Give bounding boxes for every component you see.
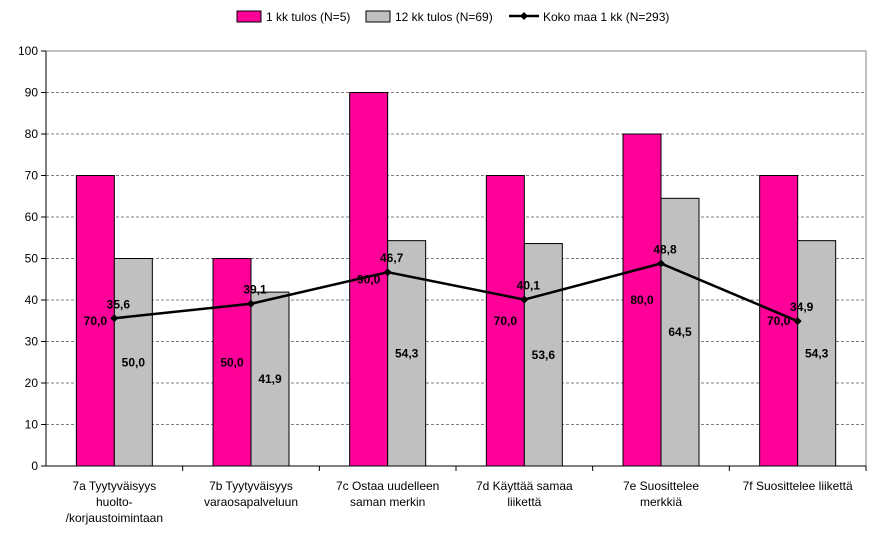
line-point [383, 268, 392, 277]
line-point [793, 317, 802, 326]
data-label-12kk: 54,3 [395, 346, 419, 360]
y-tick-label: 0 [31, 459, 38, 473]
bar-1kk [759, 175, 799, 467]
legend-label-national: Koko maa 1 kk (N=293) [543, 10, 669, 24]
data-label-12kk: 50,0 [122, 355, 146, 369]
data-label-1kk: 80,0 [630, 293, 654, 307]
category-label: 7c Ostaa uudelleen saman merkin [336, 479, 439, 509]
category-label-line: 7a Tyytyväisyys [72, 479, 156, 493]
national-line-path [114, 262, 799, 323]
data-label-national: 35,6 [107, 297, 131, 311]
data-label-1kk: 70,0 [767, 314, 791, 328]
category-label: 7e Suosittelee merkkiä [623, 479, 699, 509]
bar-12kk [250, 291, 290, 467]
gridlines [45, 50, 867, 467]
data-label-1kk: 50,0 [220, 355, 244, 369]
legend-marker-national [520, 12, 528, 20]
data-label-national: 46,7 [380, 251, 404, 265]
bar-1kk [622, 133, 662, 467]
line-point [520, 295, 529, 304]
category-label-line: 7c Ostaa uudelleen [336, 479, 439, 493]
data-label-national: 48,8 [653, 242, 677, 256]
line-point [247, 299, 255, 308]
y-tick-label: 20 [25, 376, 39, 390]
y-axis: 0 10 20 30 40 50 60 70 80 90 100 [18, 44, 47, 473]
data-labels: 70,0 50,0 35,6 50,0 41,9 39,1 90,0 54,3 46,7 70,0… [84, 242, 829, 386]
category-label: 7f Suosittelee liikettä [743, 479, 853, 493]
data-label-12kk: 54,3 [805, 346, 829, 360]
category-label-line: merkkiä [640, 495, 682, 509]
data-label-national: 40,1 [517, 279, 541, 293]
bar-12kk [660, 197, 700, 467]
data-label-national: 34,9 [790, 300, 814, 314]
category-label-line: /korjaustoimintaan [66, 511, 163, 525]
category-label: 7d Käyttää samaa liikettä [476, 479, 573, 509]
y-tick-label: 100 [18, 44, 38, 58]
data-label-1kk: 70,0 [84, 314, 108, 328]
category-label-line: huolto- [96, 495, 133, 509]
category-label-line: 7f Suosittelee liikettä [743, 479, 853, 493]
bars [75, 92, 837, 467]
data-label-1kk: 70,0 [494, 314, 518, 328]
y-tick-label: 40 [25, 293, 39, 307]
category-label: 7a Tyytyväisyys huolto- /korjaustoimintaan [66, 479, 163, 525]
category-label-line: 7b Tyytyväisyys [209, 479, 293, 493]
category-label-line: 7e Suosittelee [623, 479, 699, 493]
line-point [657, 259, 665, 268]
national-line [110, 259, 802, 326]
legend-swatch-1kk [236, 10, 262, 23]
category-label-line: 7d Käyttää samaa [476, 479, 573, 493]
bar-12kk [797, 240, 837, 467]
line-point [110, 314, 119, 323]
data-label-national: 39,1 [243, 283, 267, 297]
y-tick-label: 60 [25, 210, 39, 224]
y-tick-label: 70 [25, 169, 39, 183]
data-label-12kk: 41,9 [258, 372, 282, 386]
legend-swatch-12kk [365, 10, 391, 23]
legend-label-12kk: 12 kk tulos (N=69) [395, 10, 493, 24]
y-tick-label: 50 [25, 252, 39, 266]
y-tick-label: 30 [25, 335, 39, 349]
x-axis: 7a Tyytyväisyys huolto- /korjaustoimintaan… [46, 465, 867, 525]
bar-1kk [212, 258, 252, 467]
data-label-12kk: 53,6 [532, 348, 556, 362]
bar-12kk [523, 243, 563, 467]
data-label-1kk: 90,0 [357, 272, 381, 286]
y-tick-label: 80 [25, 127, 39, 141]
category-label-line: saman merkin [350, 495, 425, 509]
category-label: 7b Tyytyväisyys varaosapalveluun [204, 479, 298, 509]
legend: 1 kk tulos (N=5) 12 kk tulos (N=69) Koko m… [236, 10, 669, 24]
y-tick-label: 10 [25, 418, 39, 432]
y-tick-label: 90 [25, 86, 39, 100]
category-label-line: liikettä [507, 495, 541, 509]
legend-label-1kk: 1 kk tulos (N=5) [266, 10, 350, 24]
category-label-line: varaosapalveluun [204, 495, 298, 509]
data-label-12kk: 64,5 [668, 325, 692, 339]
